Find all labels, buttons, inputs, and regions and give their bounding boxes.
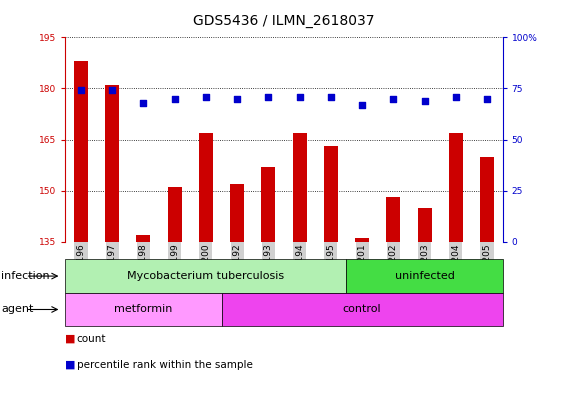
Point: [358, 102, 367, 108]
Text: agent: agent: [1, 305, 34, 314]
Text: Mycobacterium tuberculosis: Mycobacterium tuberculosis: [127, 271, 285, 281]
Text: ■: ■: [65, 334, 76, 344]
Bar: [65, 293, 222, 326]
Point: [451, 94, 460, 100]
Point: [483, 95, 492, 102]
Text: control: control: [343, 305, 382, 314]
Point: [233, 95, 242, 102]
Point: [295, 94, 304, 100]
Point: [170, 95, 179, 102]
Text: count: count: [77, 334, 106, 344]
Bar: [417, 208, 432, 242]
Bar: [65, 259, 346, 293]
Bar: [105, 85, 119, 242]
Text: GDS5436 / ILMN_2618037: GDS5436 / ILMN_2618037: [193, 14, 375, 28]
Text: uninfected: uninfected: [395, 271, 454, 281]
Text: ■: ■: [65, 360, 76, 369]
Point: [389, 95, 398, 102]
Point: [326, 94, 335, 100]
Text: metformin: metformin: [114, 305, 173, 314]
Bar: [355, 238, 369, 242]
Bar: [168, 187, 182, 242]
Point: [202, 94, 211, 100]
Bar: [346, 259, 503, 293]
Text: infection: infection: [1, 271, 50, 281]
Bar: [293, 133, 307, 242]
Bar: [480, 156, 494, 242]
Bar: [222, 293, 503, 326]
Bar: [449, 133, 463, 242]
Point: [108, 87, 117, 94]
Bar: [230, 184, 244, 242]
Point: [420, 97, 429, 104]
Bar: [136, 235, 151, 242]
Point: [264, 94, 273, 100]
Point: [139, 99, 148, 106]
Bar: [199, 133, 213, 242]
Bar: [74, 61, 88, 242]
Text: percentile rank within the sample: percentile rank within the sample: [77, 360, 253, 369]
Point: [76, 87, 86, 94]
Bar: [386, 197, 400, 242]
Bar: [261, 167, 275, 242]
Bar: [324, 146, 338, 242]
